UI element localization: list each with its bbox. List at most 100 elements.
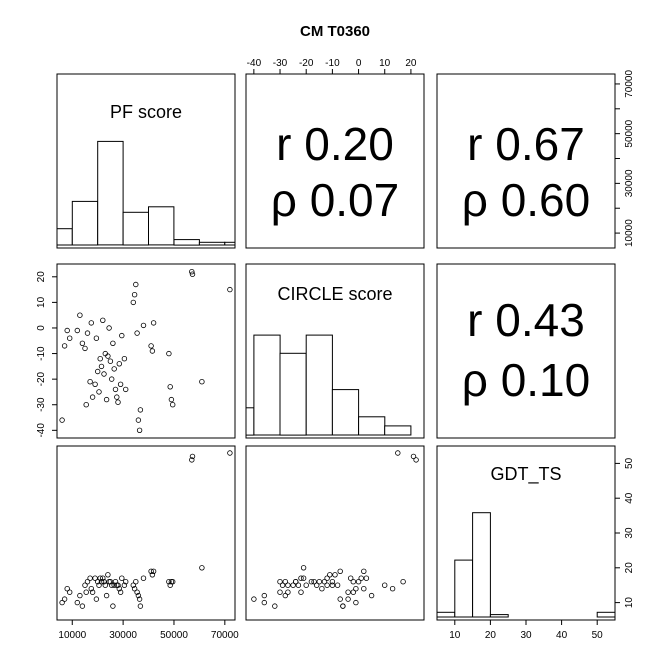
tick-label-right-pf-2: 30000	[624, 169, 635, 197]
hist-bar-pf-6	[198, 241, 226, 246]
tick-label-right-gdt-3: 40	[624, 492, 635, 504]
point-circle-gdt-4	[353, 599, 359, 606]
point-circle-gdt-36	[293, 579, 299, 585]
point-circle-gdt-45	[337, 568, 343, 574]
point-pf-gdt-2	[64, 586, 70, 592]
point-pf-gdt-44	[140, 575, 147, 581]
point-pf-circle-35	[121, 356, 128, 362]
point-pf-gdt-54	[199, 565, 205, 571]
point-pf-gdt-29	[112, 579, 119, 585]
point-pf-circle-11	[88, 320, 94, 326]
tick-label-top-circle-1: -30	[273, 58, 288, 69]
point-pf-gdt-45	[148, 568, 154, 574]
point-pf-circle-43	[137, 407, 144, 413]
point-circle-gdt-44	[358, 575, 364, 581]
tick-label-bottom-pf-2: 50000	[160, 630, 188, 641]
point-pf-gdt-43	[137, 603, 144, 609]
point-pf-gdt-19	[100, 575, 106, 581]
tick-label-top-circle-6: 20	[405, 58, 417, 69]
point-circle-gdt-35	[324, 582, 330, 588]
tick-label-top-circle-4: 0	[356, 58, 362, 69]
point-pf-gdt-37	[130, 582, 136, 588]
point-pf-gdt-21	[102, 582, 108, 588]
point-pf-circle-10	[87, 379, 93, 385]
point-pf-circle-18	[98, 363, 105, 370]
point-circle-gdt-32	[319, 586, 325, 592]
tick-label-bottom-gdt-3: 40	[556, 630, 568, 641]
point-circle-gdt-46	[332, 572, 338, 578]
point-circle-gdt-11	[361, 586, 367, 592]
point-circle-gdt-49	[295, 582, 302, 588]
point-pf-circle-22	[103, 396, 110, 403]
tick-label-bottom-gdt-0: 10	[449, 630, 461, 641]
point-pf-circle-1	[61, 343, 68, 349]
hist-bar-circle-5	[358, 416, 386, 436]
point-circle-gdt-27	[340, 603, 346, 609]
tick-label-right-gdt-2: 30	[624, 527, 635, 539]
point-pf-gdt-0	[59, 599, 65, 606]
point-pf-gdt-17	[97, 575, 103, 581]
hist-bar-pf-7	[224, 241, 236, 246]
point-pf-gdt-38	[131, 586, 138, 592]
point-pf-gdt-32	[116, 586, 122, 592]
point-circle-gdt-34	[348, 575, 354, 581]
tick-label-left-circle-1: -30	[36, 397, 47, 412]
chart-title: CM T0360	[300, 23, 370, 40]
hist-bar-circle-4	[331, 389, 360, 436]
point-pf-circle-0	[59, 417, 65, 423]
point-circle-gdt-2	[353, 586, 359, 592]
point-circle-gdt-25	[321, 579, 328, 585]
hist-bar-pf-1	[71, 200, 99, 246]
tick-label-right-gdt-4: 50	[624, 457, 635, 469]
point-pf-gdt-14	[93, 596, 100, 602]
panel-frame-2-0	[56, 445, 236, 621]
point-pf-gdt-52	[189, 457, 195, 463]
point-pf-circle-23	[105, 353, 111, 359]
point-pf-gdt-25	[107, 579, 114, 585]
panel-frame-1-0	[56, 263, 236, 439]
tick-label-left-circle-2: -20	[36, 371, 47, 386]
point-circle-gdt-28	[314, 582, 320, 588]
point-pf-circle-55	[227, 286, 233, 293]
point-pf-gdt-51	[169, 579, 176, 585]
point-pf-circle-25	[107, 358, 114, 364]
point-circle-gdt-55	[395, 450, 401, 456]
point-circle-gdt-3	[345, 589, 351, 595]
point-circle-gdt-37	[382, 582, 388, 588]
point-pf-circle-46	[149, 348, 156, 354]
point-circle-gdt-40	[350, 589, 356, 595]
tick-label-left-circle-6: 20	[36, 271, 47, 283]
point-pf-circle-34	[119, 332, 125, 339]
point-pf-gdt-6	[79, 603, 86, 609]
hist-bar-circle-1	[253, 334, 281, 436]
hist-bar-gdt-1	[436, 611, 456, 618]
tick-label-left-circle-5: 10	[36, 296, 47, 308]
point-pf-gdt-39	[133, 579, 139, 585]
point-pf-gdt-34	[119, 575, 125, 581]
point-circle-gdt-54	[300, 565, 307, 571]
point-pf-circle-45	[148, 343, 154, 349]
hist-bar-pf-5	[173, 239, 200, 246]
point-pf-circle-29	[112, 386, 119, 393]
point-pf-circle-51	[169, 402, 176, 408]
point-pf-circle-6	[79, 340, 86, 346]
hist-bar-pf-2	[97, 140, 124, 246]
point-pf-circle-31	[115, 399, 121, 405]
point-circle-gdt-16	[290, 582, 296, 588]
diag-label-pf: PF score	[110, 102, 182, 122]
point-circle-gdt-47	[361, 568, 367, 574]
diag-label-circle: CIRCLE score	[277, 284, 392, 304]
point-pf-circle-4	[74, 327, 80, 334]
hist-bar-circle-0	[245, 407, 255, 436]
point-pf-gdt-20	[101, 579, 107, 585]
tick-label-left-circle-4: 0	[36, 325, 47, 331]
point-pf-circle-52	[189, 269, 195, 275]
point-circle-gdt-24	[355, 579, 362, 585]
point-circle-gdt-53	[410, 453, 417, 460]
point-circle-gdt-13	[298, 575, 304, 581]
tick-label-right-gdt-0: 10	[624, 597, 635, 609]
hist-bar-gdt-2	[454, 559, 474, 618]
tick-label-right-pf-6: 70000	[624, 70, 635, 98]
point-pf-circle-44	[140, 322, 147, 329]
point-pf-circle-50	[168, 396, 175, 403]
